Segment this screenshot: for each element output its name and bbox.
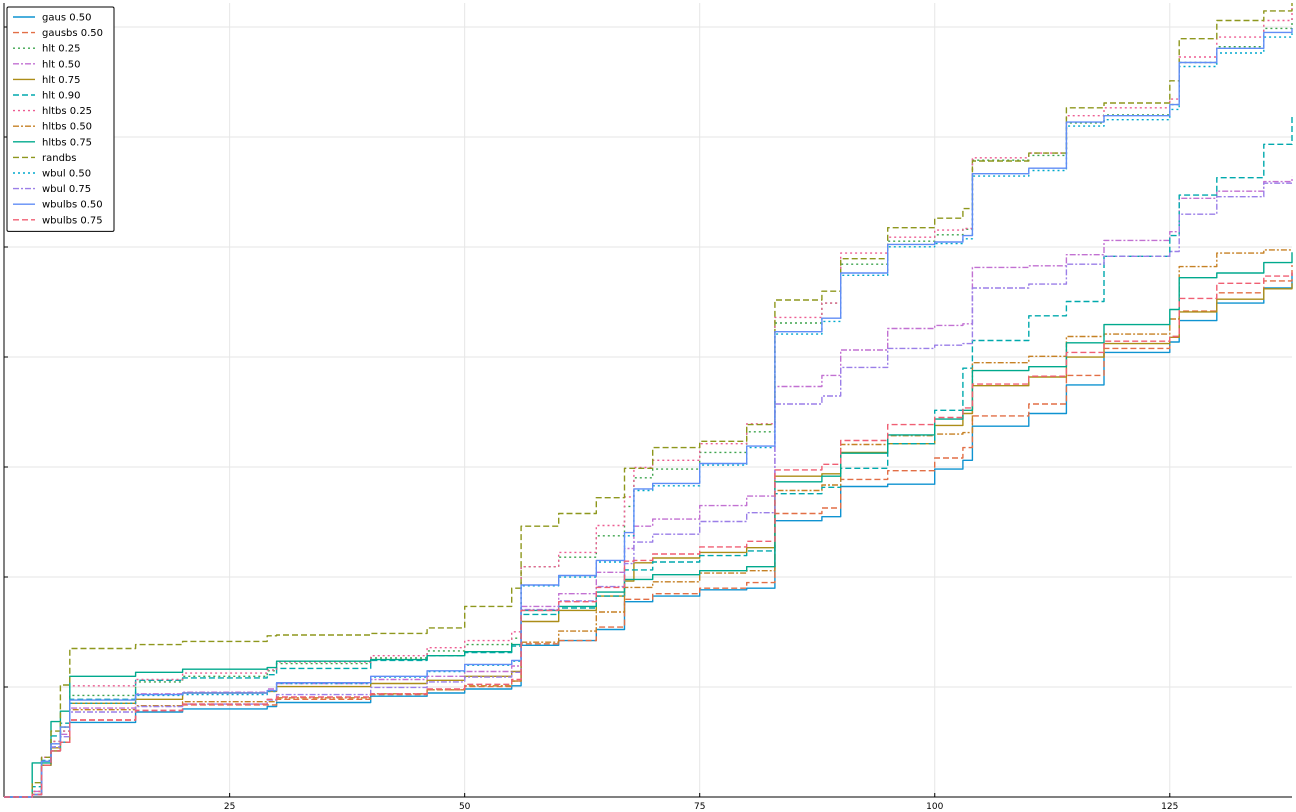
legend-label: randbs [42,153,76,164]
grid [4,3,1292,797]
legend-label: wbulbs 0.50 [42,200,103,211]
legend-label: wbul 0.75 [42,184,91,195]
x-tick-label: 25 [224,802,235,812]
legend-label: hlt 0.50 [42,59,80,70]
series-line-hltbs-0-25 [4,7,1293,798]
legend-label: hlt 0.90 [42,91,80,102]
series-layer [4,3,1293,798]
x-tick-label: 100 [926,802,943,812]
series-line-wbulbs-0-75 [4,272,1293,798]
legend-label: wbul 0.50 [42,169,91,180]
legend: gaus 0.50 gausbs 0.50 hlt 0.25 hlt 0.50 hlt … [6,6,115,232]
x-tick-label: 75 [694,802,705,812]
legend-label: hltbs 0.25 [42,106,92,117]
axes: 25 50 75 100 125 [3,3,1292,812]
legend-label: wbulbs 0.75 [42,215,103,226]
series-line-hltbs-0-50 [4,249,1293,798]
series-line-hltbs-0-75 [4,252,1293,798]
legend-label: hltbs 0.75 [42,137,92,148]
series-line-randbs [4,3,1293,798]
x-tick-label: 125 [1161,802,1178,812]
legend-label: gaus 0.50 [42,13,91,24]
series-line-hlt-0-50 [4,176,1293,798]
legend-label: hltbs 0.50 [42,122,92,133]
legend-label: hlt 0.75 [42,75,80,86]
series-line-wbul-0-75 [4,182,1292,798]
series-line-hlt-0-90 [4,114,1293,798]
legend-label: hlt 0.25 [42,44,80,55]
legend-box [6,6,115,232]
x-tick-label: 50 [459,802,471,812]
legend-label: gausbs 0.50 [42,28,103,39]
series-line-wbulbs-0-50 [4,28,1293,798]
